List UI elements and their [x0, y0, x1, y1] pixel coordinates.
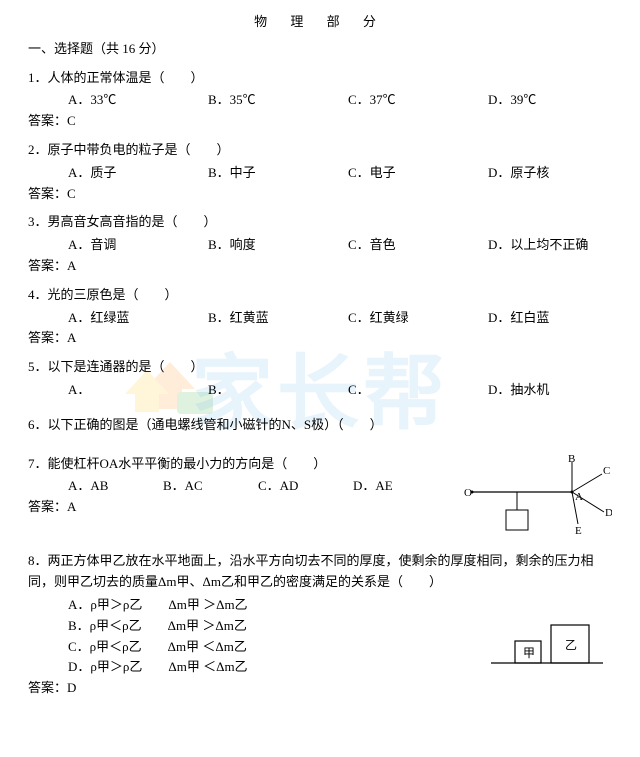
q7-answer: 答案：A — [28, 497, 462, 518]
q8-opt-c: C．ρ甲＜ρ乙 Δm甲 ＜Δm乙 — [68, 637, 482, 658]
q5-stem: 5．以下是连通器的是（ ） — [28, 357, 612, 378]
q7-opt-a: A．AB — [68, 476, 163, 497]
q4-opt-c: C．红黄绿 — [348, 308, 488, 329]
q8-label-left: 甲 — [523, 646, 535, 660]
q4-opt-b: B．红黄蓝 — [208, 308, 348, 329]
q2-opt-a: A．质子 — [68, 163, 208, 184]
q1-opt-d: D．39℃ — [488, 90, 628, 111]
page-content: 物 理 部 分 一、选择题（共 16 分） 1．人体的正常体温是（ ） A．33… — [28, 12, 612, 699]
q5-opt-c: C． — [348, 380, 488, 401]
q8-figure: 甲 乙 — [482, 611, 612, 678]
q5-opt-b: B． — [208, 380, 348, 401]
q1-options: A．33℃ B．35℃ C．37℃ D．39℃ — [28, 90, 612, 111]
q4-stem: 4．光的三原色是（ ） — [28, 285, 612, 306]
q1-stem: 1．人体的正常体温是（ ） — [28, 68, 612, 89]
q7-label-o: O — [464, 487, 472, 499]
q1-opt-b: B．35℃ — [208, 90, 348, 111]
q3-opt-c: C．音色 — [348, 235, 488, 256]
section-heading: 一、选择题（共 16 分） — [28, 39, 612, 60]
q3-opt-d: D．以上均不正确 — [488, 235, 628, 256]
q3-opt-b: B．响度 — [208, 235, 348, 256]
q4-answer: 答案：A — [28, 328, 612, 349]
q8-opt-b: B．ρ甲＜ρ乙 Δm甲 ＞Δm乙 — [68, 616, 482, 637]
q3-answer: 答案：A — [28, 256, 612, 277]
q7-figure: O A B C D E — [462, 454, 612, 546]
page-title: 物 理 部 分 — [28, 12, 612, 33]
q4-opt-d: D．红白蓝 — [488, 308, 628, 329]
q7-label-c: C — [603, 465, 610, 477]
q8-opt-d: D．ρ甲＞ρ乙 Δm甲 ＜Δm乙 — [68, 657, 482, 678]
q3-stem: 3．男高音女高音指的是（ ） — [28, 212, 612, 233]
q7-opt-d: D．AE — [353, 476, 448, 497]
q8-opt-a: A．ρ甲＞ρ乙 Δm甲 ＞Δm乙 — [68, 595, 482, 616]
q7-opt-c: C．AD — [258, 476, 353, 497]
q6-stem: 6．以下正确的图是（通电螺线管和小磁针的N、S极）（ ） — [28, 415, 612, 436]
q8-answer: 答案：D — [28, 678, 612, 699]
q2-opt-d: D．原子核 — [488, 163, 628, 184]
q1-answer: 答案：C — [28, 111, 612, 132]
q7-opt-b: B．AC — [163, 476, 258, 497]
q7-stem: 7．能使杠杆OA水平平衡的最小力的方向是（ ） — [28, 454, 462, 475]
q7-label-a: A — [575, 491, 583, 503]
q5-opt-d: D．抽水机 — [488, 380, 628, 401]
q3-opt-a: A．音调 — [68, 235, 208, 256]
q7-label-b: B — [568, 454, 575, 465]
q2-stem: 2．原子中带负电的粒子是（ ） — [28, 140, 612, 161]
q8-label-right: 乙 — [565, 638, 577, 652]
q4-options: A．红绿蓝 B．红黄蓝 C．红黄绿 D．红白蓝 — [28, 308, 612, 329]
q4-opt-a: A．红绿蓝 — [68, 308, 208, 329]
q2-options: A．质子 B．中子 C．电子 D．原子核 — [28, 163, 612, 184]
q2-opt-c: C．电子 — [348, 163, 488, 184]
q7-label-d: D — [605, 507, 612, 519]
q7-options: A．AB B．AC C．AD D．AE — [28, 476, 462, 497]
q3-options: A．音调 B．响度 C．音色 D．以上均不正确 — [28, 235, 612, 256]
q7-label-e: E — [575, 525, 582, 537]
q1-opt-c: C．37℃ — [348, 90, 488, 111]
q2-answer: 答案：C — [28, 184, 612, 205]
q2-opt-b: B．中子 — [208, 163, 348, 184]
q5-opt-a: A． — [68, 380, 208, 401]
q1-opt-a: A．33℃ — [68, 90, 208, 111]
q8-stem: 8．两正方体甲乙放在水平地面上，沿水平方向切去不同的厚度，使剩余的厚度相同，剩余… — [28, 551, 612, 593]
q5-options: A． B． C． D．抽水机 — [28, 380, 612, 401]
